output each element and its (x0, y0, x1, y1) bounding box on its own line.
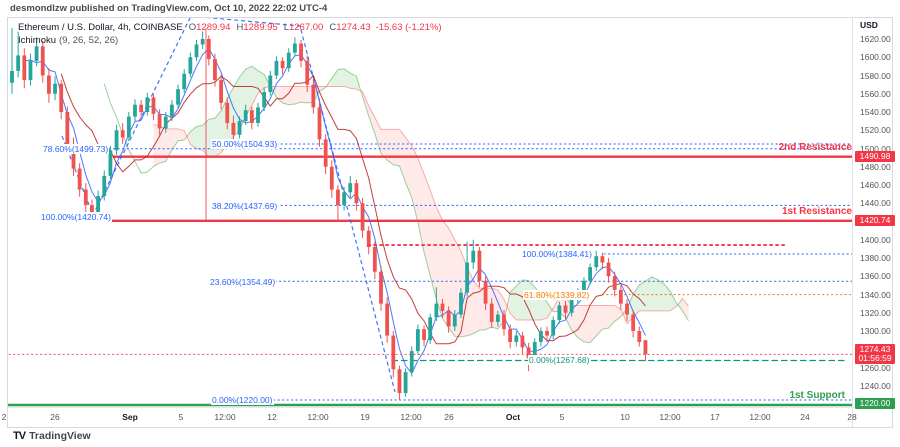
indicator-legend[interactable]: Ichimoku (9, 26, 52, 26) (18, 35, 118, 46)
fib-level-label: 0.00%(1267.68) (528, 355, 591, 365)
low-value: 1267.00 (288, 22, 324, 33)
price-tick: 1300.00 (860, 326, 891, 336)
symbol-title: Ethereum / U.S. Dollar, 4h, COINBASE (18, 22, 183, 33)
chart-frame (7, 17, 893, 428)
time-tick: 12:00 (659, 412, 681, 422)
open-label: O (188, 22, 197, 33)
time-axis-separator (7, 407, 892, 408)
time-tick: 12:00 (749, 412, 771, 422)
publish-attribution: desmondlzw published on TradingView.com,… (10, 3, 328, 14)
price-tick: 1500.00 (860, 143, 891, 154)
fib-level-label: 23.60%(1354.49) (209, 277, 277, 287)
price-axis-badge: 1274.43 01:56:59 (855, 344, 895, 365)
tradingview-logo-icon: TV (13, 430, 26, 442)
time-tick: 12 (267, 412, 277, 422)
price-tick: 1380.00 (860, 253, 891, 263)
fib-level-label: 0.00%(1220.00) (211, 395, 274, 405)
tradingview-brand: TradingView (29, 430, 91, 442)
price-axis-badge: 1490.98 (855, 150, 895, 162)
change-value: -15.63 (-1.21%) (375, 22, 442, 33)
price-tick: 1340.00 (860, 289, 891, 300)
close-value: 1274.43 (336, 22, 371, 33)
price-tick: 1260.00 (860, 362, 891, 373)
time-tick: 26 (50, 412, 60, 422)
time-tick: 12:00 (214, 412, 236, 422)
open-value: 1289.94 (196, 22, 231, 33)
price-tick: 1600.00 (860, 52, 891, 63)
first-resistance-label: 1st Resistance (781, 206, 852, 217)
indicator-params: (9, 26, 52, 26) (59, 35, 119, 46)
fib-level-label: 38.20%(1437.69) (211, 201, 279, 211)
fib-level-label: 100.00%(1384.41) (521, 249, 593, 259)
time-tick: Oct (505, 412, 521, 422)
tradingview-footer[interactable]: TV TradingView (13, 430, 91, 442)
second-resistance-label: 2nd Resistance (778, 142, 852, 153)
time-tick: 5 (559, 412, 565, 422)
price-tick: 1580.00 (860, 70, 891, 81)
time-tick: 28 (847, 412, 857, 422)
price-tick: 1560.00 (860, 88, 891, 99)
time-tick: 19 (360, 412, 370, 422)
fib-level-label: 50.00%(1504.93) (211, 139, 279, 149)
price-tick: 1440.00 (860, 198, 891, 209)
time-tick: 2 (1, 412, 7, 422)
price-axis-badge: 1420.74 (855, 214, 895, 226)
price-tick: 1400.00 (860, 234, 891, 245)
fib-level-label: 78.60%(1499.73) (42, 144, 110, 154)
time-tick: 26 (444, 412, 454, 422)
close-label: C (329, 22, 337, 33)
price-tick: 1320.00 (860, 307, 891, 318)
price-tick: 1480.00 (860, 161, 891, 172)
candlestick-plot-area[interactable] (8, 18, 852, 407)
price-axis-separator (852, 17, 853, 427)
time-tick: 5 (178, 412, 184, 422)
price-tick: 1360.00 (860, 271, 891, 282)
low-label: L (283, 22, 289, 33)
price-tick: 1620.00 (860, 34, 891, 44)
time-tick: 24 (800, 412, 810, 422)
currency-label: USD (860, 20, 878, 30)
time-tick: 10 (620, 412, 630, 422)
fib-level-label: 100.00%(1420.74) (40, 212, 112, 222)
price-tick: 1240.00 (860, 380, 891, 391)
indicator-name: Ichimoku (18, 35, 57, 46)
symbol-legend[interactable]: Ethereum / U.S. Dollar, 4h, COINBASE O128… (18, 22, 442, 33)
time-tick: 12:00 (307, 412, 329, 422)
fib-level-label: 61.80%(1339.82) (523, 290, 591, 300)
price-tick: 1540.00 (860, 107, 891, 117)
high-value: 1289.95 (243, 22, 278, 33)
time-tick: Sep (122, 412, 138, 422)
first-support-label: 1st Support (789, 390, 845, 401)
price-tick: 1520.00 (860, 125, 891, 136)
high-label: H (236, 22, 244, 33)
time-tick: 12:00 (400, 412, 422, 422)
price-axis-badge: 1220.00 (855, 398, 895, 409)
price-tick: 1460.00 (860, 180, 891, 190)
time-tick: 17 (710, 412, 720, 422)
